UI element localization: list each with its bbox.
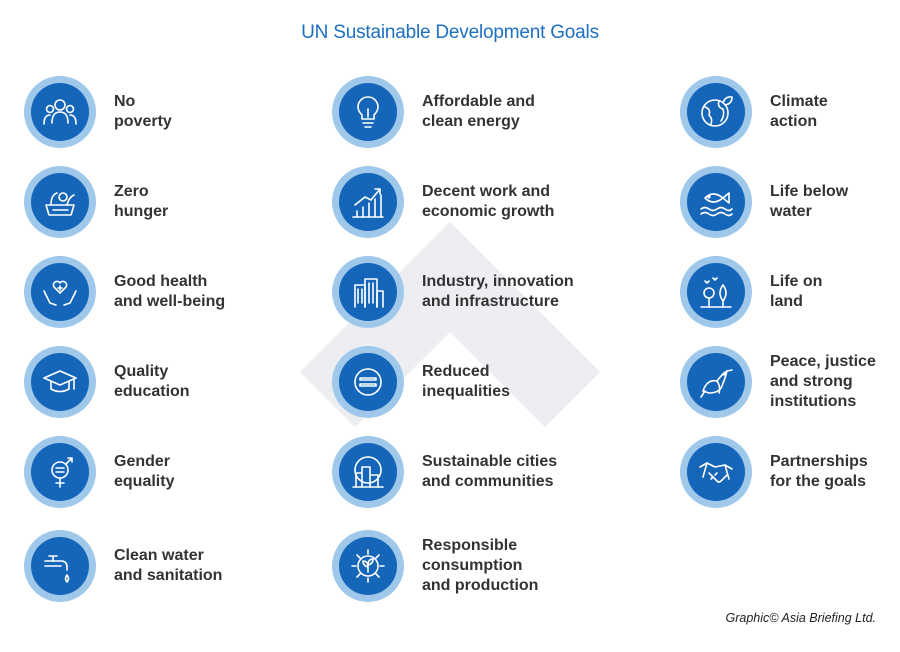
goal-label: Industry, innovation and infrastructure xyxy=(422,273,574,310)
goal-label: Gender equality xyxy=(114,453,175,490)
goal-badge xyxy=(680,256,752,328)
goal-label: Peace, justice and strong institutions xyxy=(770,353,876,410)
buildings-icon xyxy=(339,263,397,321)
goal-industry-innovation-and-infrastructure: Industry, innovation and infrastructure xyxy=(332,256,612,328)
trees-birds-icon xyxy=(687,263,745,321)
credit: Graphic© Asia Briefing Ltd. xyxy=(725,611,876,625)
graduation-cap-icon xyxy=(31,353,89,411)
light-bulb-icon xyxy=(339,83,397,141)
goal-partnerships-for-the-goals: Partnerships for the goals xyxy=(680,436,900,508)
goal-label: No poverty xyxy=(114,93,172,130)
goal-label: Affordable and clean energy xyxy=(422,93,535,130)
goal-badge xyxy=(332,76,404,148)
goal-affordable-and-clean-energy: Affordable and clean energy xyxy=(332,76,612,148)
goal-label: Responsible consumption and production xyxy=(422,537,539,594)
people-group-icon xyxy=(31,83,89,141)
goal-no-poverty: No poverty xyxy=(24,76,304,148)
equal-sign-icon xyxy=(339,353,397,411)
dove-icon xyxy=(687,353,745,411)
goal-label: Life below water xyxy=(770,183,849,220)
goal-badge xyxy=(680,166,752,238)
goal-climate-action: Climate action xyxy=(680,76,900,148)
goal-label: Climate action xyxy=(770,93,828,130)
goal-badge xyxy=(332,436,404,508)
goal-badge xyxy=(680,346,752,418)
goal-badge xyxy=(332,256,404,328)
food-basket-icon xyxy=(31,173,89,231)
goal-badge xyxy=(680,436,752,508)
goal-clean-water-and-sanitation: Clean water and sanitation xyxy=(24,530,304,602)
goal-gender-equality: Gender equality xyxy=(24,436,304,508)
goal-badge xyxy=(332,166,404,238)
goal-responsible-consumption-and-production: Responsible consumption and production xyxy=(332,530,612,602)
goal-badge xyxy=(24,530,96,602)
growth-chart-icon xyxy=(339,173,397,231)
goal-life-on-land: Life on land xyxy=(680,256,900,328)
gear-leaf-icon xyxy=(339,537,397,595)
globe-leaf-icon xyxy=(687,83,745,141)
goal-badge xyxy=(332,346,404,418)
goal-badge xyxy=(24,256,96,328)
goal-label: Good health and well-being xyxy=(114,273,226,310)
goal-label: Zero hunger xyxy=(114,183,169,220)
goal-badge xyxy=(332,530,404,602)
goal-label: Clean water and sanitation xyxy=(114,547,223,584)
water-tap-icon xyxy=(31,537,89,595)
city-icon xyxy=(339,443,397,501)
goal-peace-justice-and-strong-institutions: Peace, justice and strong institutions xyxy=(680,346,900,418)
goal-label: Quality education xyxy=(114,363,190,400)
goal-life-below-water: Life below water xyxy=(680,166,900,238)
goal-badge xyxy=(680,76,752,148)
goal-good-health-and-well-being: Good health and well-being xyxy=(24,256,304,328)
goal-label: Life on land xyxy=(770,273,823,310)
goal-badge xyxy=(24,436,96,508)
page-title: UN Sustainable Development Goals xyxy=(301,22,599,43)
goal-quality-education: Quality education xyxy=(24,346,304,418)
goal-label: Partnerships for the goals xyxy=(770,453,868,490)
goal-sustainable-cities-and-communities: Sustainable cities and communities xyxy=(332,436,612,508)
gender-symbol-icon xyxy=(31,443,89,501)
goal-badge xyxy=(24,346,96,418)
hands-heart-icon xyxy=(31,263,89,321)
goal-label: Reduced inequalities xyxy=(422,363,511,400)
goal-badge xyxy=(24,166,96,238)
goal-reduced-inequalities: Reduced inequalities xyxy=(332,346,612,418)
handshake-icon xyxy=(687,443,745,501)
goal-label: Decent work and economic growth xyxy=(422,183,555,220)
goal-badge xyxy=(24,76,96,148)
fish-waves-icon xyxy=(687,173,745,231)
goal-zero-hunger: Zero hunger xyxy=(24,166,304,238)
goal-decent-work-and-economic-growth: Decent work and economic growth xyxy=(332,166,612,238)
goal-label: Sustainable cities and communities xyxy=(422,453,558,490)
